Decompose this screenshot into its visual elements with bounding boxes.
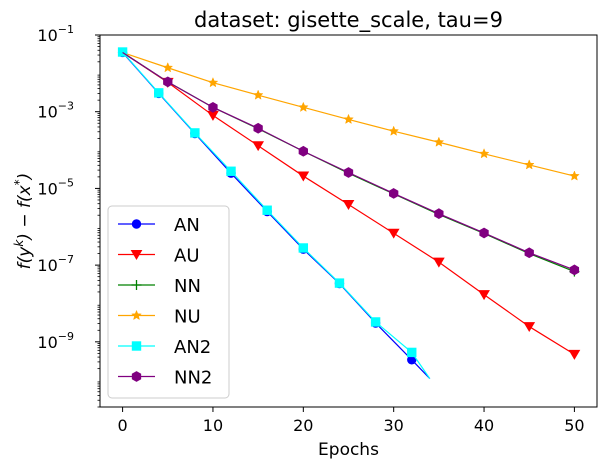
series-an2-point [262, 205, 272, 215]
chart-title: dataset: gisette_scale, tau=9 [194, 8, 503, 33]
legend-label-nn: NN [174, 276, 201, 297]
series-nu-point [433, 136, 445, 147]
series-nu-point [162, 62, 174, 73]
y-tick-label: 10−9 [37, 330, 74, 352]
series-an2-point [117, 47, 128, 57]
series-an2-point [407, 347, 417, 358]
ticks-layer: 10−9 10−7 10−5 10−3 10−1 0 10 20 30 40 50 [37, 23, 584, 435]
series-au-point [478, 290, 490, 301]
legend-marker-au [130, 250, 143, 260]
legend-entry-an2: AN2 [118, 337, 211, 358]
legend-label-au: AU [174, 246, 200, 267]
legend-entry-au: AU [118, 246, 200, 267]
y-axis-label-end: ) [15, 173, 35, 182]
legend-label-an2: AN2 [174, 337, 211, 358]
y-axis-label-mid: ) − f(x [15, 184, 35, 241]
series-nn2-point [253, 122, 263, 134]
y-tick-label: 10−3 [37, 100, 74, 122]
series-an2-point [334, 278, 345, 288]
legend-label-nn2: NN2 [174, 368, 212, 389]
series-au-point [568, 349, 581, 360]
legend: AN AU NN NU AN2 NN2 [107, 205, 230, 399]
y-tick-label: 10−5 [37, 176, 74, 198]
series-nu-point [252, 89, 264, 100]
series-au-point [342, 200, 355, 211]
legend-marker-an [131, 219, 142, 229]
legend-label-an: AN [174, 215, 200, 236]
series-nn2-point [208, 101, 218, 113]
series-layer [117, 47, 581, 380]
series-au-point [523, 322, 536, 333]
series-an2-point [226, 166, 236, 176]
legend-entry-an: AN [118, 215, 200, 236]
x-tick-label: 20 [293, 416, 313, 435]
series-nu-point [388, 125, 400, 136]
legend-label-nu: NU [174, 307, 201, 328]
series-nn2-point [479, 227, 489, 239]
y-tick-label: 10−7 [37, 253, 74, 275]
series-an2 [117, 47, 431, 379]
y-axis-label-sup: k [12, 239, 26, 247]
x-tick-label: 10 [203, 416, 223, 435]
legend-entry-nu: NU [118, 307, 201, 328]
series-an2-point [370, 317, 381, 327]
series-au-point [252, 141, 265, 152]
series-nu-point [297, 101, 309, 112]
series-an2-point [298, 243, 309, 253]
series-au-point [297, 171, 310, 182]
legend-entry-nn: NN [118, 276, 201, 297]
series-nn2-point [389, 188, 399, 199]
series-au-point [432, 257, 445, 268]
series-nn2-point [163, 76, 173, 88]
legend-marker-nn [131, 280, 142, 290]
y-axis-label-sup2: * [12, 179, 26, 185]
series-nu-point [478, 148, 490, 159]
series-nn2 [122, 51, 580, 276]
series-nu [122, 51, 580, 181]
plot-frame [99, 34, 598, 408]
y-axis-label: f(yk) − f(x*) [12, 173, 35, 270]
legend-marker-nn2 [131, 371, 142, 382]
x-axis-label: Epochs [318, 440, 379, 460]
series-nn2-point [298, 145, 308, 157]
series-au-point [387, 228, 400, 239]
series-nn2-point [524, 247, 534, 259]
series-nu-point [569, 170, 580, 181]
legend-marker-an2 [131, 341, 142, 351]
series-nn2-point [569, 264, 580, 276]
series-nu-point [523, 159, 535, 170]
series-an2-line [122, 51, 431, 379]
legend-entry-nn2: NN2 [118, 368, 212, 389]
series-an2-point [190, 128, 200, 138]
series-nn2-point [434, 208, 444, 220]
series-nu-point [207, 77, 219, 88]
series-an2-point [154, 88, 164, 98]
series-nn2-point [343, 167, 354, 178]
y-tick-label: 10−1 [37, 23, 74, 45]
x-tick-label: 30 [384, 416, 404, 435]
series-nu-point [343, 113, 354, 124]
x-tick-label: 0 [117, 416, 127, 435]
legend-marker-nu [131, 309, 142, 321]
y-axis-label-base: f(y [15, 246, 35, 270]
x-tick-label: 50 [564, 416, 584, 435]
x-tick-label: 40 [474, 416, 494, 435]
